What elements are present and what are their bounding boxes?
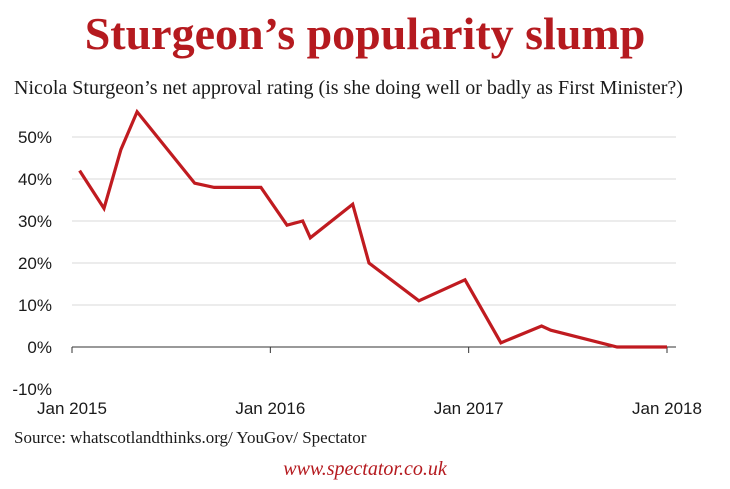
website-link[interactable]: www.spectator.co.uk bbox=[283, 458, 447, 480]
y-tick-label: 10% bbox=[18, 296, 52, 315]
y-tick-label: 20% bbox=[18, 254, 52, 273]
source-note: Source: whatscotlandthinks.org/ YouGov/ … bbox=[14, 428, 367, 447]
y-tick-label: 30% bbox=[18, 212, 52, 231]
x-tick-label: Jan 2015 bbox=[37, 399, 107, 418]
y-tick-label: 40% bbox=[18, 170, 52, 189]
x-tick-label: Jan 2017 bbox=[434, 399, 504, 418]
approval-series-line bbox=[78, 108, 667, 349]
chart-subtitle: Nicola Sturgeon’s net approval rating (i… bbox=[14, 77, 683, 99]
x-tick-label: Jan 2018 bbox=[632, 399, 702, 418]
chart-title: Sturgeon’s popularity slump bbox=[84, 8, 646, 59]
x-tick-label: Jan 2016 bbox=[235, 399, 305, 418]
y-tick-label: 50% bbox=[18, 128, 52, 147]
y-tick-label: 0% bbox=[27, 338, 52, 357]
y-tick-label: -10% bbox=[12, 380, 52, 399]
